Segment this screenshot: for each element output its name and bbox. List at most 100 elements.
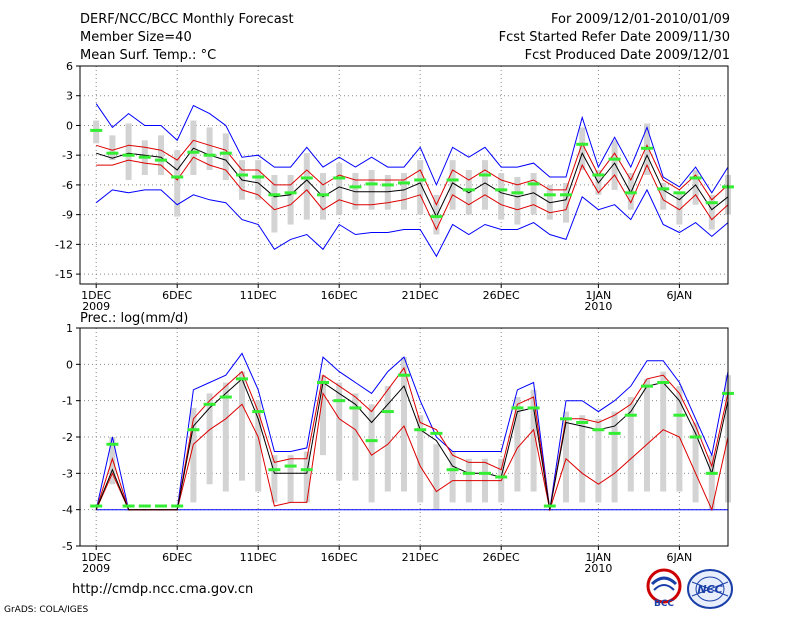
mean-marker-9 [219,395,232,399]
x-tick-label-7: 6JAN [666,289,692,302]
mean-marker-14 [300,468,313,472]
ensemble-box-16 [336,163,343,215]
x-tick-sublabel-0: 2009 [82,562,110,575]
ensemble-box-14 [303,451,310,503]
ensemble-box-18 [368,404,375,503]
chart-title: DERF/NCC/BCC Monthly Forecast [80,12,294,27]
ensemble-box-35 [644,378,650,492]
y-tick-label-6: -12 [55,238,73,251]
max-line [95,103,729,194]
mean-marker-18 [365,182,378,186]
plot-frame [79,65,729,285]
mean-marker-1 [90,128,103,132]
ensemble-box-25 [482,160,488,210]
mean-marker-21 [414,178,427,182]
mean-marker-30 [560,417,572,421]
ncc-logo-text: NCC [697,583,722,596]
mean-marker-1 [90,504,103,508]
mean-marker-12 [268,468,281,472]
fcst-started-date: Fcst Started Refer Date 2009/11/30 [498,30,730,45]
mean-marker-25 [479,173,491,177]
ensemble-box-17 [352,393,359,481]
mean-marker-16 [333,176,346,180]
ensemble-box-5 [158,135,164,175]
x-tick-label-1: 6DEC [162,289,192,302]
y-tick-label-0: 6 [66,60,73,73]
mean-marker-6 [171,504,184,508]
mean-marker-15 [317,193,329,197]
mean-marker-22 [430,215,443,219]
mean-marker-36 [657,381,670,384]
ensemble-box-18 [368,170,375,210]
ensemble-box-21 [417,415,424,503]
x-tick-label-3: 16DEC [321,551,358,564]
y-tick-label-4: -3 [62,467,73,480]
mean-marker-16 [333,399,346,403]
y-tick-label-7: -15 [55,268,73,281]
member-size-label: Member Size=40 [80,30,192,45]
ensemble-box-27 [514,176,521,225]
mean-marker-8 [203,402,216,406]
y-tick-label-6: -5 [62,540,73,553]
mean-marker-3 [122,504,135,508]
mean-marker-35 [641,146,653,150]
ensemble-box-28 [530,173,537,215]
ensemble-box-16 [336,382,343,481]
mean-marker-2 [106,151,119,155]
mean-marker-29 [543,193,556,197]
ensemble-box-39 [708,194,715,230]
mean-marker-20 [398,373,410,377]
ensemble-box-27 [514,397,521,492]
mean-marker-38 [689,176,702,180]
mean-marker-33 [608,431,621,435]
source-url[interactable]: http://cmdp.ncc.cma.gov.cn [72,582,254,597]
mean-marker-23 [446,468,459,472]
mean-marker-26 [495,475,508,479]
mean-marker-39 [705,471,718,475]
x-tick-label-3: 16DEC [321,289,358,302]
ensemble-box-11 [255,400,262,492]
precipitation-variable-label: Prec.: log(mm/d) [80,311,188,326]
mean-marker-9 [219,151,232,155]
mean-marker-28 [527,182,540,186]
ensemble-box-22 [433,194,440,235]
mean-marker-28 [527,406,540,410]
mean-marker-31 [576,420,589,424]
ensemble-box-14 [303,153,310,220]
ensemble-box-19 [384,386,391,492]
ensemble-box-9 [222,133,229,180]
mean-marker-4 [138,504,151,508]
y-tick-label-3: -3 [62,149,73,162]
x-tick-label-2: 11DEC [240,551,277,564]
mean-marker-32 [592,173,605,177]
x-tick-label-0: 1DEC [81,289,111,302]
y-tick-label-2: -1 [62,395,73,408]
mean-marker-19 [381,183,394,187]
mean-marker-24 [462,188,475,192]
y-tick-label-3: -2 [62,431,73,444]
mean-marker-27 [511,406,524,410]
mean-marker-23 [446,178,459,182]
x-tick-sublabel-0: 2009 [82,300,110,313]
y-tick-label-0: 1 [66,322,73,335]
ensemble-box-15 [320,375,326,456]
mean-marker-33 [608,157,621,161]
grads-credit: GrADS: COLA/IGES [4,605,89,615]
mean-marker-27 [511,191,524,195]
mean-marker-7 [187,150,200,154]
mean-marker-24 [462,471,475,475]
min-line [95,188,729,258]
ensemble-box-13 [287,455,294,503]
mean-marker-10 [236,377,248,381]
x-tick-label-4: 21DEC [402,551,439,564]
bcc-logo: BCC [646,568,682,609]
mean-marker-37 [673,413,686,417]
mean-marker-4 [138,155,151,159]
ensemble-box-23 [449,160,456,210]
mean-marker-17 [349,185,362,189]
fcst-produced-date: Fcst Produced Date 2009/12/01 [524,48,730,63]
q75-line [96,139,729,206]
ensemble-box-11 [255,160,262,200]
